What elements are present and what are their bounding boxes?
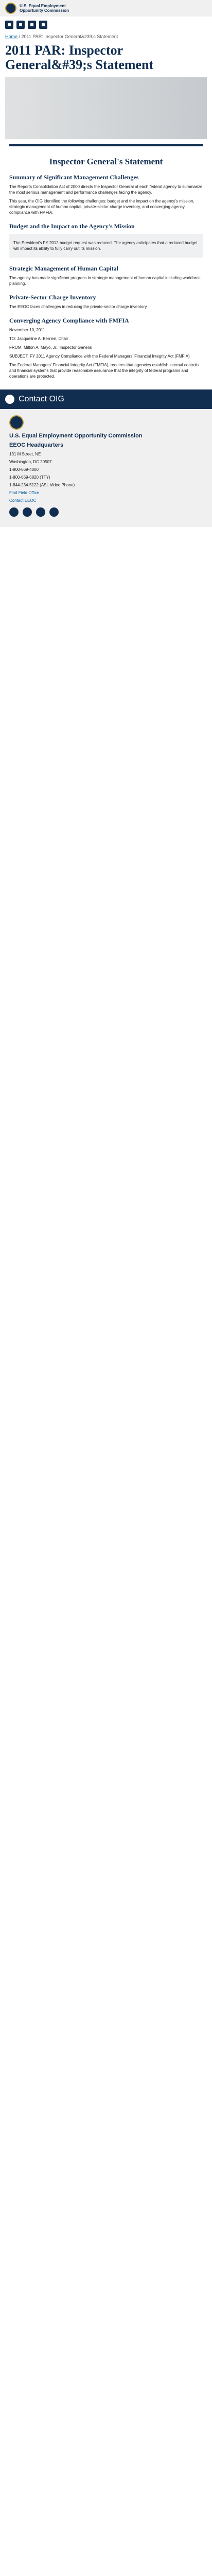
- agency-name[interactable]: U.S. Equal Employment Opportunity Commis…: [20, 4, 69, 13]
- budget-para: The President's FY 2012 budget request w…: [13, 241, 198, 251]
- memo-to: TO: Jacqueline A. Berrien, Chair: [9, 336, 68, 341]
- site-footer: U.S. Equal Employment Opportunity Commis…: [0, 409, 212, 527]
- footer-asl[interactable]: 1-844-234-5122 (ASL Video Phone): [9, 483, 75, 487]
- footer-tty[interactable]: 1-800-669-6820 (TTY): [9, 475, 50, 480]
- footer-seal-icon: [9, 415, 24, 430]
- twitter-icon[interactable]: [23, 507, 32, 517]
- footer-addr2: Washington, DC 20507: [9, 460, 52, 464]
- share-bar: [0, 16, 212, 33]
- footer-hq-title: EEOC Headquarters: [9, 442, 64, 448]
- breadcrumb-home[interactable]: Home: [5, 34, 18, 39]
- contact-oig-text: Contact OIG: [19, 395, 64, 403]
- human-capital-heading: Strategic Management of Human Capital: [9, 265, 118, 272]
- message-icon: [5, 395, 14, 404]
- page-title: 2011 PAR: Inspector General&#39;s Statem…: [5, 43, 154, 72]
- linkedin-share-icon[interactable]: [28, 21, 36, 29]
- memo-subject: SUBJECT: FY 2011 Agency Compliance with …: [9, 354, 190, 359]
- facebook-icon[interactable]: [9, 507, 19, 517]
- footer-org: U.S. Equal Employment Opportunity Commis…: [9, 433, 143, 439]
- social-links: [9, 507, 203, 517]
- inventory-heading: Private-Sector Charge Inventory: [9, 294, 96, 301]
- youtube-icon[interactable]: [36, 507, 45, 517]
- fmfia-heading: Converging Agency Compliance with FMFIA: [9, 317, 129, 324]
- contact-eeoc-link[interactable]: Contact EEOC: [9, 498, 37, 503]
- doc-subtitle: Summary of Significant Management Challe…: [9, 174, 139, 181]
- twitter-share-icon[interactable]: [16, 21, 25, 29]
- memo-date: November 10, 2011: [9, 328, 45, 332]
- contact-oig-bar[interactable]: Contact OIG: [0, 389, 212, 409]
- eeoc-seal-icon[interactable]: [5, 3, 16, 14]
- intro-para-1: The Reports Consolidation Act of 2000 di…: [9, 184, 203, 195]
- human-capital-para: The agency has made significant progress…: [9, 276, 201, 286]
- breadcrumb-current: 2011 PAR: Inspector General&#39;s Statem…: [21, 34, 118, 39]
- inventory-para: The EEOC faces challenges in reducing th…: [9, 304, 148, 309]
- footer-addr1: 131 M Street, NE: [9, 452, 41, 456]
- budget-heading: Budget and the Impact on the Agency's Mi…: [9, 223, 135, 230]
- document-body: Inspector General's Statement Summary of…: [9, 144, 203, 379]
- linkedin-icon[interactable]: [49, 507, 59, 517]
- memo-from: FROM: Milton A. Mayo, Jr., Inspector Gen…: [9, 345, 93, 350]
- find-field-office-link[interactable]: Find Field Office: [9, 490, 40, 495]
- doc-title: Inspector General's Statement: [49, 157, 163, 166]
- breadcrumb: Home / 2011 PAR: Inspector General&#39;s…: [5, 34, 118, 39]
- site-header: U.S. Equal Employment Opportunity Commis…: [0, 0, 212, 16]
- email-share-icon[interactable]: [39, 21, 47, 29]
- footer-phone[interactable]: 1-800-669-4000: [9, 467, 39, 472]
- intro-para-2: This year, the OIG identified the follow…: [9, 199, 195, 215]
- hero-image: [5, 77, 207, 139]
- facebook-share-icon[interactable]: [5, 21, 13, 29]
- memo-para: The Federal Managers' Financial Integrit…: [9, 363, 199, 379]
- agency-line-1: U.S. Equal Employment: [20, 4, 66, 8]
- agency-line-2: Opportunity Commission: [20, 8, 69, 13]
- budget-quote: The President's FY 2012 budget request w…: [9, 234, 203, 258]
